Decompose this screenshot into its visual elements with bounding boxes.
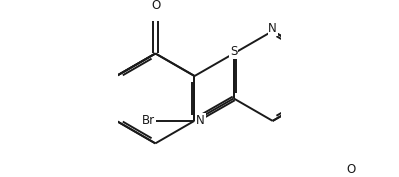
Text: O: O [151,0,160,12]
Text: N: N [268,22,277,35]
Text: Br: Br [142,114,155,127]
Text: O: O [346,162,356,176]
Text: S: S [230,45,237,58]
Text: N: N [196,114,205,127]
